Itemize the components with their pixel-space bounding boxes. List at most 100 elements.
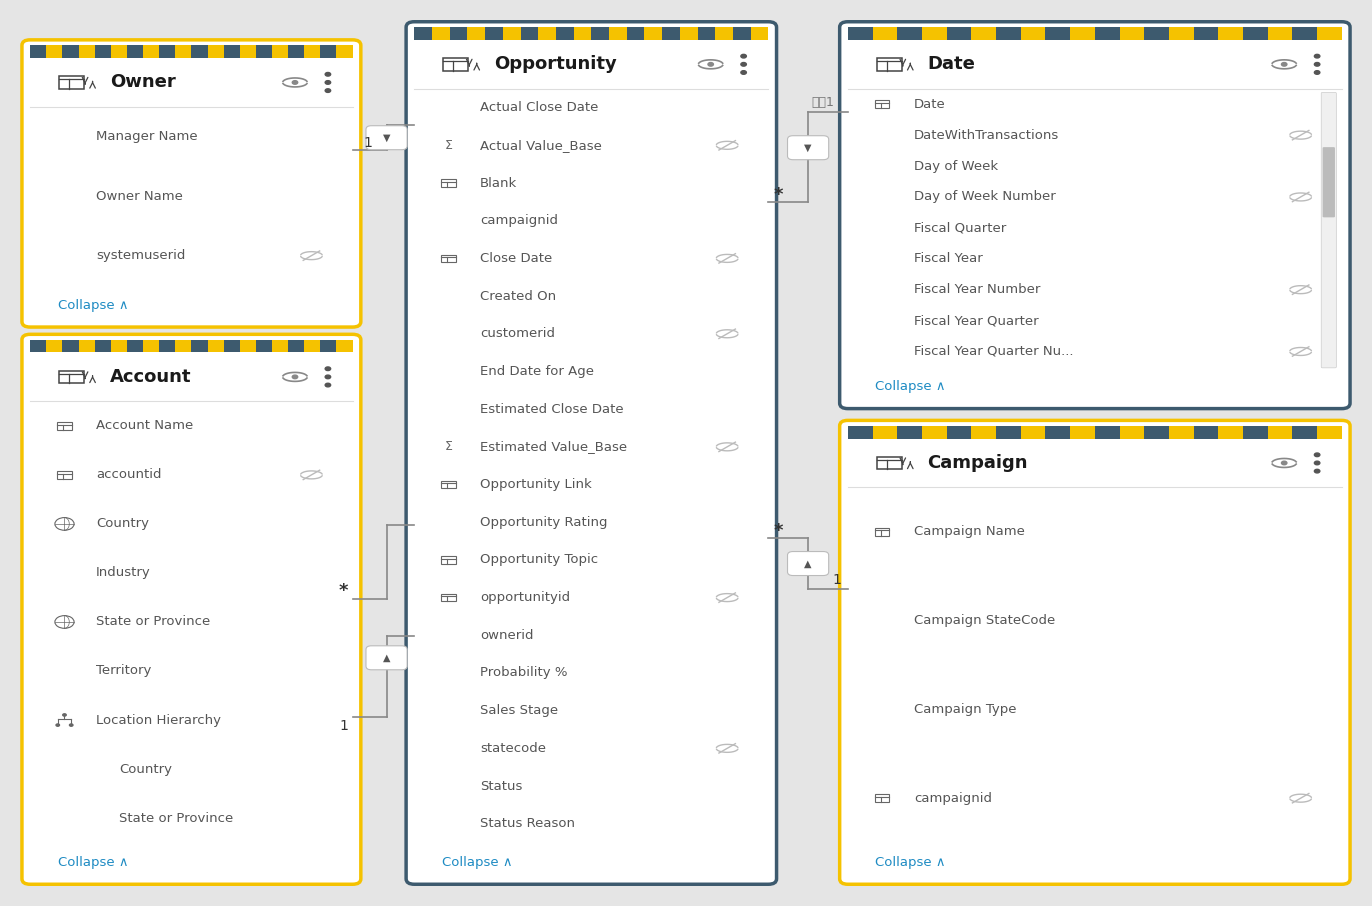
FancyBboxPatch shape [176,45,192,58]
FancyBboxPatch shape [240,340,255,352]
Text: State or Province: State or Province [96,615,210,629]
Circle shape [741,71,746,74]
FancyBboxPatch shape [848,27,873,40]
Circle shape [1314,469,1320,473]
FancyBboxPatch shape [750,27,768,40]
FancyBboxPatch shape [1292,27,1317,40]
FancyBboxPatch shape [922,426,947,439]
Text: Date: Date [914,98,945,111]
FancyBboxPatch shape [840,22,1350,409]
FancyBboxPatch shape [336,340,353,352]
FancyBboxPatch shape [468,27,486,40]
Text: Date: Date [927,55,975,73]
FancyBboxPatch shape [414,27,432,40]
FancyBboxPatch shape [1218,27,1243,40]
FancyBboxPatch shape [224,340,240,352]
Text: customerid: customerid [480,327,556,341]
FancyBboxPatch shape [288,45,305,58]
FancyBboxPatch shape [486,27,502,40]
FancyBboxPatch shape [336,45,353,58]
FancyBboxPatch shape [224,45,240,58]
FancyBboxPatch shape [627,27,645,40]
FancyBboxPatch shape [63,340,78,352]
FancyBboxPatch shape [30,352,353,401]
FancyBboxPatch shape [432,27,450,40]
Text: Opportunity: Opportunity [494,55,616,73]
Text: Collapse ∧: Collapse ∧ [58,299,128,312]
Text: Fiscal Quarter: Fiscal Quarter [914,221,1006,235]
Text: DateWithTransactions: DateWithTransactions [914,129,1059,141]
FancyBboxPatch shape [191,340,207,352]
FancyBboxPatch shape [47,45,63,58]
Text: 1: 1 [340,719,348,733]
FancyBboxPatch shape [95,340,111,352]
FancyBboxPatch shape [255,340,272,352]
Text: Owner Name: Owner Name [96,189,182,203]
FancyBboxPatch shape [1292,426,1317,439]
Text: ▼: ▼ [383,132,390,143]
Text: Fiscal Year: Fiscal Year [914,252,982,265]
FancyBboxPatch shape [502,27,520,40]
Text: ▼: ▼ [804,143,812,153]
Text: Campaign StateCode: Campaign StateCode [914,614,1055,627]
FancyBboxPatch shape [288,340,305,352]
Text: Day of Week Number: Day of Week Number [914,190,1055,204]
Circle shape [1281,63,1287,66]
FancyBboxPatch shape [63,45,78,58]
FancyBboxPatch shape [126,45,143,58]
FancyBboxPatch shape [450,27,468,40]
FancyBboxPatch shape [520,27,538,40]
Text: systemuserid: systemuserid [96,249,185,262]
Text: 1: 1 [364,136,372,150]
Text: Estimated Close Date: Estimated Close Date [480,402,624,416]
FancyBboxPatch shape [1070,426,1095,439]
FancyBboxPatch shape [1120,426,1144,439]
Text: Probability %: Probability % [480,667,568,680]
Text: Collapse ∧: Collapse ∧ [875,856,945,869]
FancyBboxPatch shape [996,27,1021,40]
FancyBboxPatch shape [272,45,288,58]
FancyBboxPatch shape [1144,426,1169,439]
FancyBboxPatch shape [30,340,47,352]
Text: Day of Week: Day of Week [914,159,997,172]
Text: ownerid: ownerid [480,629,534,641]
FancyBboxPatch shape [126,340,143,352]
FancyBboxPatch shape [971,27,996,40]
Text: campaignid: campaignid [480,214,558,227]
FancyBboxPatch shape [1243,27,1268,40]
FancyBboxPatch shape [971,426,996,439]
FancyBboxPatch shape [1021,27,1045,40]
FancyBboxPatch shape [1243,426,1268,439]
Text: Status Reason: Status Reason [480,817,575,830]
FancyBboxPatch shape [1268,27,1292,40]
FancyBboxPatch shape [1144,27,1169,40]
Circle shape [1314,71,1320,74]
Text: Created On: Created On [480,290,556,303]
Circle shape [325,375,331,379]
FancyBboxPatch shape [1321,92,1336,368]
Circle shape [325,383,331,387]
FancyBboxPatch shape [1194,27,1218,40]
FancyBboxPatch shape [78,340,95,352]
FancyBboxPatch shape [733,27,750,40]
Text: Σ: Σ [445,440,453,453]
Text: Opportunity Rating: Opportunity Rating [480,516,608,529]
Text: Status: Status [480,779,523,793]
FancyBboxPatch shape [320,45,336,58]
Circle shape [70,724,73,727]
Text: Actual Value_Base: Actual Value_Base [480,139,602,152]
Text: Fiscal Year Quarter: Fiscal Year Quarter [914,314,1039,327]
FancyBboxPatch shape [1070,27,1095,40]
Text: 〈〉1: 〈〉1 [811,96,834,110]
FancyBboxPatch shape [873,426,897,439]
FancyBboxPatch shape [176,340,192,352]
Text: *: * [774,186,783,204]
FancyBboxPatch shape [897,27,922,40]
Text: Close Date: Close Date [480,252,553,265]
Text: Fiscal Year Quarter Nu...: Fiscal Year Quarter Nu... [914,345,1073,358]
Circle shape [1314,54,1320,58]
FancyBboxPatch shape [240,45,255,58]
Text: Estimated Value_Base: Estimated Value_Base [480,440,627,453]
FancyBboxPatch shape [366,646,407,670]
FancyBboxPatch shape [159,340,176,352]
